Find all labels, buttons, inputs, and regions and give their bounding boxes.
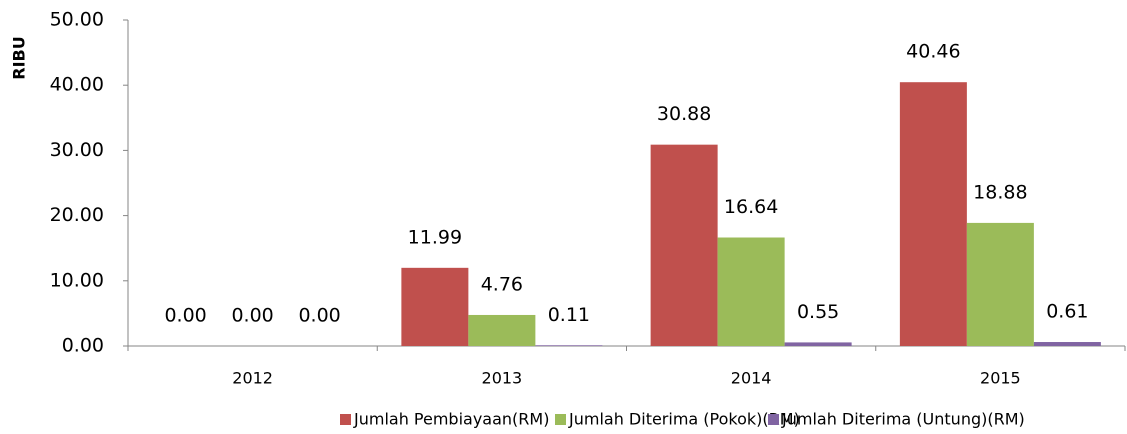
bar (1033, 342, 1101, 346)
value-label: 40.46 (906, 41, 960, 63)
value-label: 0.00 (231, 305, 273, 327)
legend-label: Jumlah Diterima (Untung)(RM) (781, 410, 1025, 429)
x-tick-label: 2014 (731, 369, 772, 388)
x-tick-label: 2013 (482, 369, 523, 388)
legend-label: Jumlah Diterima (Pokok)(RM) (568, 410, 800, 429)
bar (966, 222, 1034, 346)
value-label: 11.99 (408, 226, 462, 248)
value-label: 0.00 (298, 305, 340, 327)
value-label: 16.64 (724, 196, 778, 218)
bar (899, 82, 967, 346)
legend-swatch (555, 414, 566, 425)
y-tick-label: 30.00 (50, 139, 104, 161)
y-axis-label: RIBU (10, 36, 29, 79)
legend-swatch (340, 414, 351, 425)
bar (784, 342, 852, 346)
y-tick-label: 10.00 (50, 269, 104, 291)
value-label: 0.55 (797, 301, 839, 323)
y-tick-label: 0.00 (62, 335, 104, 357)
legend-swatch (768, 414, 779, 425)
bar (535, 345, 603, 346)
bar (717, 237, 785, 346)
bar (650, 144, 718, 346)
bar (401, 267, 469, 346)
value-label: 0.00 (164, 305, 206, 327)
y-tick-label: 20.00 (50, 204, 104, 226)
bar (468, 314, 536, 346)
y-tick-label: 40.00 (50, 74, 104, 96)
value-label: 0.11 (548, 304, 590, 326)
x-tick-label: 2012 (232, 369, 273, 388)
y-tick-label: 50.00 (50, 9, 104, 31)
x-tick-label: 2015 (980, 369, 1021, 388)
value-label: 30.88 (657, 103, 711, 125)
value-label: 0.61 (1046, 301, 1088, 323)
value-label: 4.76 (481, 273, 523, 295)
value-label: 18.88 (973, 181, 1027, 203)
legend-label: Jumlah Pembiayaan(RM) (353, 410, 549, 429)
